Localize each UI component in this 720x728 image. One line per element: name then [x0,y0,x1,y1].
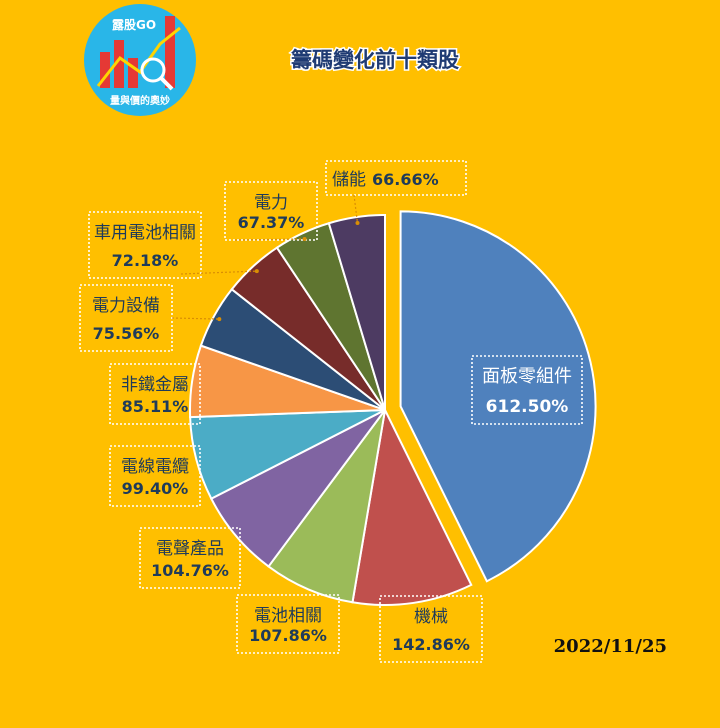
slice-label-2: 機械 142.86% [379,595,483,663]
slice-label-5: 電線電纜 99.40% [109,445,201,507]
label-value-7: 75.56% [93,324,160,343]
logo-bar-2 [114,40,124,88]
slice-label-8: 車用電池相關 72.18% [88,211,259,279]
date-label: 2022/11/25 [554,636,667,657]
label-value-2: 142.86% [392,635,470,654]
slice-label-1: 面板零組件 612.50% [471,355,583,425]
magnifier-handle-icon [159,76,174,91]
label-value-1: 612.50% [486,397,569,417]
chart-title: 籌碼變化前十類股 [291,48,459,72]
logo-bottom-text: 量與價的奧妙 [110,94,170,107]
logo: 露股GO 量與價的奧妙 [84,4,196,116]
label-value-8: 72.18% [112,251,179,270]
label-box-6 [109,363,201,425]
logo-bar-3 [128,58,138,88]
label-category-7: 電力設備 [92,296,160,316]
label-category-2: 機械 [414,607,448,627]
label-box-1 [471,355,583,425]
logo-top-text: 露股GO [112,17,156,32]
leader-dot-10 [355,221,360,226]
logo-bar-4 [165,16,175,88]
label-value-6: 85.11% [122,397,189,416]
label-category-4: 電聲產品 [156,539,224,559]
leader-line-8 [180,270,257,275]
label-category-6: 非鐵金屬 [121,375,189,395]
logo-bar-1 [100,52,110,88]
label-value-3: 107.86% [249,626,327,645]
magnifier-icon [140,57,166,83]
leader-dot-7 [217,317,222,322]
label-category-5: 電線電纜 [121,457,189,477]
pie-slice-10 [327,213,386,411]
leader-dot-8 [254,269,259,274]
label-category-10: 儲能 [332,170,366,190]
pie-slice-2 [351,406,473,606]
slice-label-6: 非鐵金屬 85.11% [109,363,201,425]
label-category-9: 電力 [254,193,288,213]
label-box-9 [224,181,318,241]
label-box-8 [88,211,202,279]
leader-line-9 [234,238,305,241]
label-value-9: 67.37% [238,213,305,232]
label-box-5 [109,445,201,507]
slice-label-10: 儲能 66.66% [325,160,467,226]
label-box-4 [139,527,241,589]
leader-line-10 [353,194,359,224]
label-category-8: 車用電池相關 [94,223,196,243]
label-category-1: 面板零組件 [482,366,572,387]
leader-dot-9 [302,236,307,241]
slice-label-4: 電聲產品 104.76% [139,527,241,589]
label-box-10 [325,160,467,196]
logo-trend-line [96,26,181,87]
pie-slice-1 [399,210,597,583]
label-category-3: 電池相關 [254,606,322,626]
pie-chart [189,210,597,606]
label-value-4: 104.76% [151,561,229,580]
slice-label-7: 電力設備 75.56% [79,284,222,352]
label-value-10: 66.66% [372,170,439,189]
label-value-5: 99.40% [122,479,189,498]
